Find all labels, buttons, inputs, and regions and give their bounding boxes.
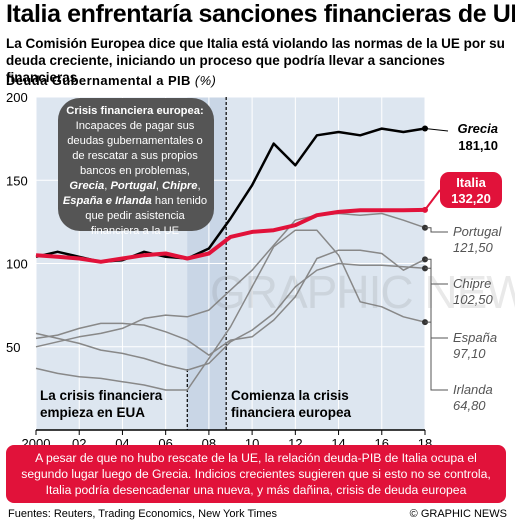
info-box-title: Crisis financiera europea: xyxy=(66,105,204,117)
footnote-banner: A pesar de que no hubo rescate de la UE,… xyxy=(6,445,506,503)
sources: Fuentes: Reuters, Trading Economics, New… xyxy=(8,508,278,520)
info-box-country-4: España e Irlanda xyxy=(62,195,152,207)
label-value-grecia: 181,10 xyxy=(458,138,498,153)
info-box xyxy=(58,98,214,231)
credit: © GRAPHIC NEWS xyxy=(409,508,507,520)
label-badge-italia xyxy=(440,172,502,208)
label-value-chipre: 102,50 xyxy=(453,292,494,307)
series-line-irlanda xyxy=(35,229,426,391)
info-box-country-2: Portugal xyxy=(110,180,156,192)
chart-heading-unit: (%) xyxy=(194,73,217,88)
label-name-irlanda: Irlanda xyxy=(453,382,493,397)
y-tick-label-100: 100 xyxy=(6,257,28,272)
label-value-italia: 132,20 xyxy=(451,191,491,206)
watermark: GRAPHIC NEWS xyxy=(210,266,515,318)
series-line-españa xyxy=(35,262,426,371)
info-box-text-1: Incapaces de pagar sus deudas gubernamen… xyxy=(67,120,203,177)
chart-title: Italia enfrentaría sanciones financieras… xyxy=(6,0,515,28)
y-tick-label-200: 200 xyxy=(6,90,28,105)
series-line-chipre xyxy=(35,249,426,356)
event-eu-crisis: Comienza la crisis financiera europea xyxy=(231,387,381,421)
info-box-country-3: Chipre xyxy=(162,180,198,192)
leader-italia xyxy=(424,189,441,211)
label-name-portugal: Portugal xyxy=(453,224,503,239)
label-name-italia: Italia xyxy=(456,175,486,190)
label-value-españa: 97,10 xyxy=(453,346,486,361)
leader-irlanda xyxy=(425,321,448,391)
event-us-crisis-text: La crisis financiera empieza en EUA xyxy=(40,388,163,420)
info-box-sep-2: , xyxy=(155,180,159,192)
chart-subtitle: La Comisión Europea dice que Italia está… xyxy=(6,36,505,85)
label-value-portugal: 121,50 xyxy=(453,240,494,255)
info-box-country-1: Grecia xyxy=(69,180,105,192)
label-value-irlanda: 64,80 xyxy=(453,398,486,413)
info-box-text-2: han tenido que pedir asistencia financie… xyxy=(85,195,208,237)
leader-portugal xyxy=(425,227,448,233)
leader-grecia xyxy=(424,127,449,132)
label-name-grecia: Grecia xyxy=(458,121,498,136)
series-line-portugal xyxy=(35,212,426,348)
y-tick-label-50: 50 xyxy=(6,340,20,355)
series-line-italia xyxy=(35,207,426,264)
y-tick-label-150: 150 xyxy=(6,173,28,188)
event-us-crisis: La crisis financiera empieza en EUA xyxy=(40,387,190,421)
chart-heading: Deuda Gubernamental a PIB (%) xyxy=(6,73,216,88)
chart-heading-text: Deuda Gubernamental a PIB xyxy=(6,73,191,88)
label-name-chipre: Chipre xyxy=(453,276,491,291)
label-name-españa: España xyxy=(453,330,497,345)
leader-españa xyxy=(425,267,448,339)
info-box-text: Crisis financiera europea: Incapaces de … xyxy=(62,104,208,239)
info-box-sep-1: , xyxy=(104,180,108,192)
info-box-sep-3: , xyxy=(197,180,201,192)
event-eu-crisis-text: Comienza la crisis financiera europea xyxy=(231,388,352,420)
